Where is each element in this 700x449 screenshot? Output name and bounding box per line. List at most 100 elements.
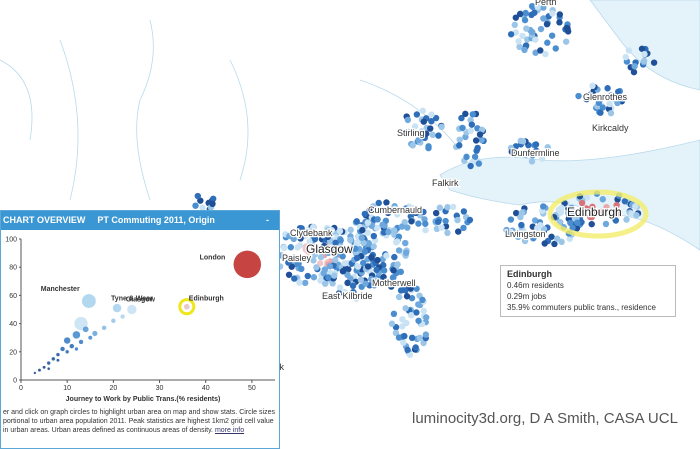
hex-cell <box>425 143 432 150</box>
bubble[interactable] <box>82 325 90 333</box>
hex-cell <box>456 136 463 143</box>
hex-cell <box>298 265 305 273</box>
x-tick-label: 30 <box>156 385 164 392</box>
bubble[interactable] <box>46 360 51 366</box>
hex-cell <box>365 240 373 247</box>
hex-cell <box>388 283 395 290</box>
bubble[interactable] <box>119 313 126 320</box>
x-tick-label: 0 <box>19 385 23 392</box>
hex-cell <box>519 32 526 40</box>
hex-cell <box>466 216 474 224</box>
hex-cell <box>521 46 528 54</box>
hex-cell <box>336 284 344 291</box>
hex-cell <box>564 209 572 217</box>
hex-cell <box>304 226 311 234</box>
hex-cell <box>522 9 529 17</box>
hex-cell <box>562 38 570 45</box>
hex-cell <box>438 224 445 231</box>
hex-cell <box>444 229 451 237</box>
hex-cell <box>349 288 357 296</box>
hex-cell <box>407 312 415 319</box>
hex-cell <box>370 243 377 250</box>
bubble[interactable] <box>101 325 107 331</box>
place-label: Edinburgh <box>567 205 622 219</box>
hex-cell <box>317 253 325 261</box>
bubble[interactable] <box>55 352 61 357</box>
hex-cell <box>603 203 610 211</box>
bubble-label: Edinburgh <box>189 296 224 303</box>
hex-cell <box>553 235 561 242</box>
hex-cell <box>537 25 545 33</box>
hex-cell <box>402 305 409 312</box>
hex-cell <box>529 3 536 11</box>
hex-cell <box>285 271 293 278</box>
chart-panel: CHART OVERVIEW PT Commuting 2011, Origin -… <box>0 210 280 449</box>
highlight-ring <box>547 189 649 239</box>
hex-cell <box>361 248 369 255</box>
bubble[interactable] <box>42 365 47 370</box>
place-label: Perth <box>535 0 557 7</box>
bubble[interactable] <box>233 250 262 279</box>
hex-cell <box>429 131 436 139</box>
hex-cell <box>540 15 547 22</box>
hex-cell <box>516 10 524 18</box>
bubble-label: London <box>200 254 226 261</box>
hex-cell <box>400 339 407 346</box>
hex-cell <box>406 205 413 212</box>
bubble[interactable] <box>183 303 191 310</box>
place-label: Motherwell <box>372 278 416 288</box>
bubble[interactable] <box>63 336 71 345</box>
hex-cell <box>409 142 416 149</box>
hex-cell <box>623 216 630 223</box>
bubble[interactable] <box>78 339 84 345</box>
bubble[interactable] <box>112 303 122 313</box>
hex-cell <box>614 88 622 96</box>
y-tick-label: 60 <box>9 293 17 300</box>
bubble[interactable] <box>126 304 137 315</box>
hex-cell <box>542 50 549 58</box>
hex-cell <box>360 239 367 247</box>
bubble[interactable] <box>64 349 70 355</box>
hex-cell <box>325 249 332 257</box>
bubble[interactable] <box>81 293 97 309</box>
hex-cell <box>401 284 409 291</box>
hex-cell <box>628 210 635 217</box>
hex-cell <box>432 209 440 217</box>
bubble[interactable] <box>46 366 51 371</box>
hex-cell <box>589 82 596 90</box>
bubble[interactable] <box>74 346 79 352</box>
hex-cell <box>419 107 427 114</box>
hex-cell <box>336 227 344 235</box>
hex-cell <box>399 323 406 330</box>
bubble[interactable] <box>37 368 42 373</box>
hex-cell <box>523 25 530 32</box>
hex-cell <box>329 280 336 287</box>
hex-cell <box>534 224 541 232</box>
hex-cell <box>364 219 372 226</box>
bubble[interactable] <box>110 318 117 324</box>
hex-cell <box>578 199 586 207</box>
place-label: Paisley <box>282 253 312 263</box>
bubble[interactable] <box>91 330 98 337</box>
hex-cell <box>383 199 390 206</box>
more-info-link[interactable]: more info <box>214 427 245 434</box>
hex-cell <box>602 220 610 228</box>
hex-cell <box>296 279 303 286</box>
bubble[interactable] <box>87 335 93 341</box>
x-tick-label: 50 <box>248 385 256 392</box>
hex-cell <box>423 130 430 137</box>
tooltip-title: Edinburgh <box>507 269 552 279</box>
minimize-button[interactable]: - <box>266 215 269 225</box>
bubble[interactable] <box>51 356 56 362</box>
bubble[interactable] <box>33 371 37 375</box>
x-tick-label: 10 <box>63 385 71 392</box>
hex-cell <box>528 158 536 165</box>
hex-cell <box>395 334 403 341</box>
bubble[interactable] <box>55 358 60 363</box>
hex-cell <box>209 200 216 208</box>
bubble[interactable] <box>69 343 75 349</box>
hex-cell <box>597 208 605 215</box>
bubble[interactable] <box>72 330 81 340</box>
hex-cell <box>423 314 430 321</box>
bubble[interactable] <box>59 346 66 352</box>
